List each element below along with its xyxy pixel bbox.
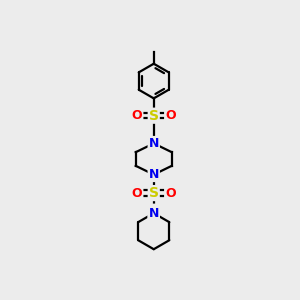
Text: S: S	[149, 186, 159, 200]
Text: O: O	[165, 187, 176, 200]
Text: S: S	[149, 109, 159, 123]
Text: N: N	[148, 137, 159, 150]
Text: O: O	[132, 187, 142, 200]
Text: N: N	[148, 168, 159, 181]
Text: O: O	[132, 109, 142, 122]
Text: O: O	[165, 109, 176, 122]
Text: N: N	[148, 207, 159, 220]
Text: N: N	[148, 205, 159, 218]
